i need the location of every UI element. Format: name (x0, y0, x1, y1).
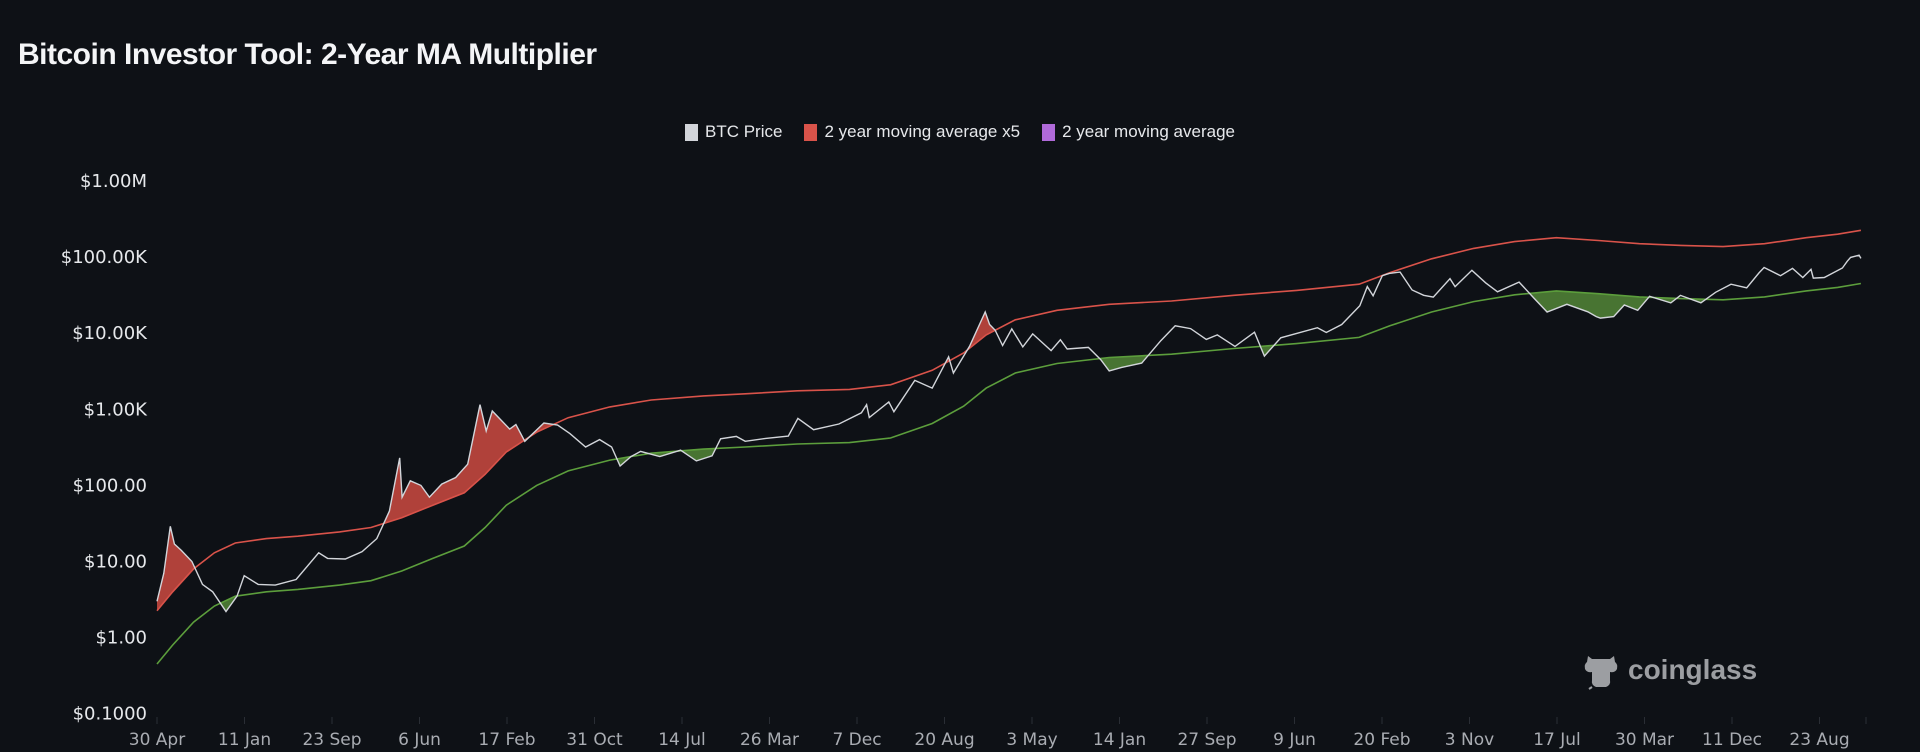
y-tick-label: $1.00K (84, 399, 149, 420)
x-tick-label: 30 Apr (129, 730, 185, 750)
x-tick-label: 23 Aug (1789, 730, 1849, 750)
undervalued-fill (157, 283, 1861, 612)
x-tick-label: 6 Jun (398, 730, 441, 750)
y-tick-label: $0.1000 (73, 704, 147, 725)
legend-swatch (804, 123, 818, 141)
x-tick-label: 23 Sep (302, 730, 361, 750)
x-tick-label: 11 Dec (1702, 730, 1762, 750)
x-tick-label: 27 Sep (1177, 730, 1236, 750)
legend-item-btc-price[interactable]: BTC Price (684, 122, 783, 142)
x-tick-label: 20 Feb (1353, 730, 1410, 750)
legend-label: BTC Price (704, 122, 783, 141)
x-axis: 30 Apr 11 Jan 23 Sep 6 Jun 17 Feb 31 Oct 14 Ju… (129, 717, 1867, 750)
x-tick-label: 17 Jul (1533, 730, 1581, 750)
x-tick-label: 31 Oct (566, 730, 623, 750)
coinglass-logo-icon (1584, 656, 1618, 690)
x-tick-label: 14 Jul (658, 730, 706, 750)
x-tick-label: 11 Jan (218, 730, 271, 750)
coinglass-watermark: coinglass (1582, 650, 1757, 690)
y-tick-label: $10.00K (72, 323, 148, 344)
watermark-text: coinglass (1628, 654, 1758, 685)
x-tick-label: 9 Jun (1273, 730, 1316, 750)
ma-2y-line (156, 282, 1862, 665)
y-axis: $1.00M $100.00K $10.00K $1.00K $100.00 $10.00… (61, 171, 148, 725)
legend-swatch (1042, 123, 1056, 141)
legend-item-ma[interactable]: 2 year moving average (1042, 122, 1235, 142)
x-tick-label: 3 May (1006, 730, 1057, 750)
legend-label: 2 year moving average x5 (824, 122, 1021, 141)
chart-title: Bitcoin Investor Tool: 2-Year MA Multipl… (18, 38, 597, 71)
legend-swatch (684, 123, 698, 141)
y-tick-label: $1.00 (95, 628, 147, 649)
ma-2y-x5-line (156, 229, 1862, 612)
x-tick-label: 7 Dec (832, 730, 881, 750)
legend-item-ma-x5[interactable]: 2 year moving average x5 (804, 122, 1020, 142)
y-tick-label: $1.00M (80, 171, 147, 192)
x-tick-label: 17 Feb (478, 730, 535, 750)
x-tick-label: 26 Mar (740, 730, 799, 750)
y-tick-label: $100.00K (61, 247, 148, 268)
x-tick-label: 14 Jan (1093, 730, 1146, 750)
x-tick-label: 3 Nov (1445, 730, 1494, 750)
y-tick-label: $10.00 (84, 552, 147, 573)
legend: BTC Price 2 year moving average x5 2 yea… (0, 122, 1920, 142)
x-tick-label: 30 Mar (1615, 730, 1674, 750)
y-tick-label: $100.00 (73, 475, 147, 496)
btc-price-line (156, 254, 1862, 613)
legend-label: 2 year moving average (1062, 122, 1235, 141)
x-tick-label: 20 Aug (914, 730, 974, 750)
